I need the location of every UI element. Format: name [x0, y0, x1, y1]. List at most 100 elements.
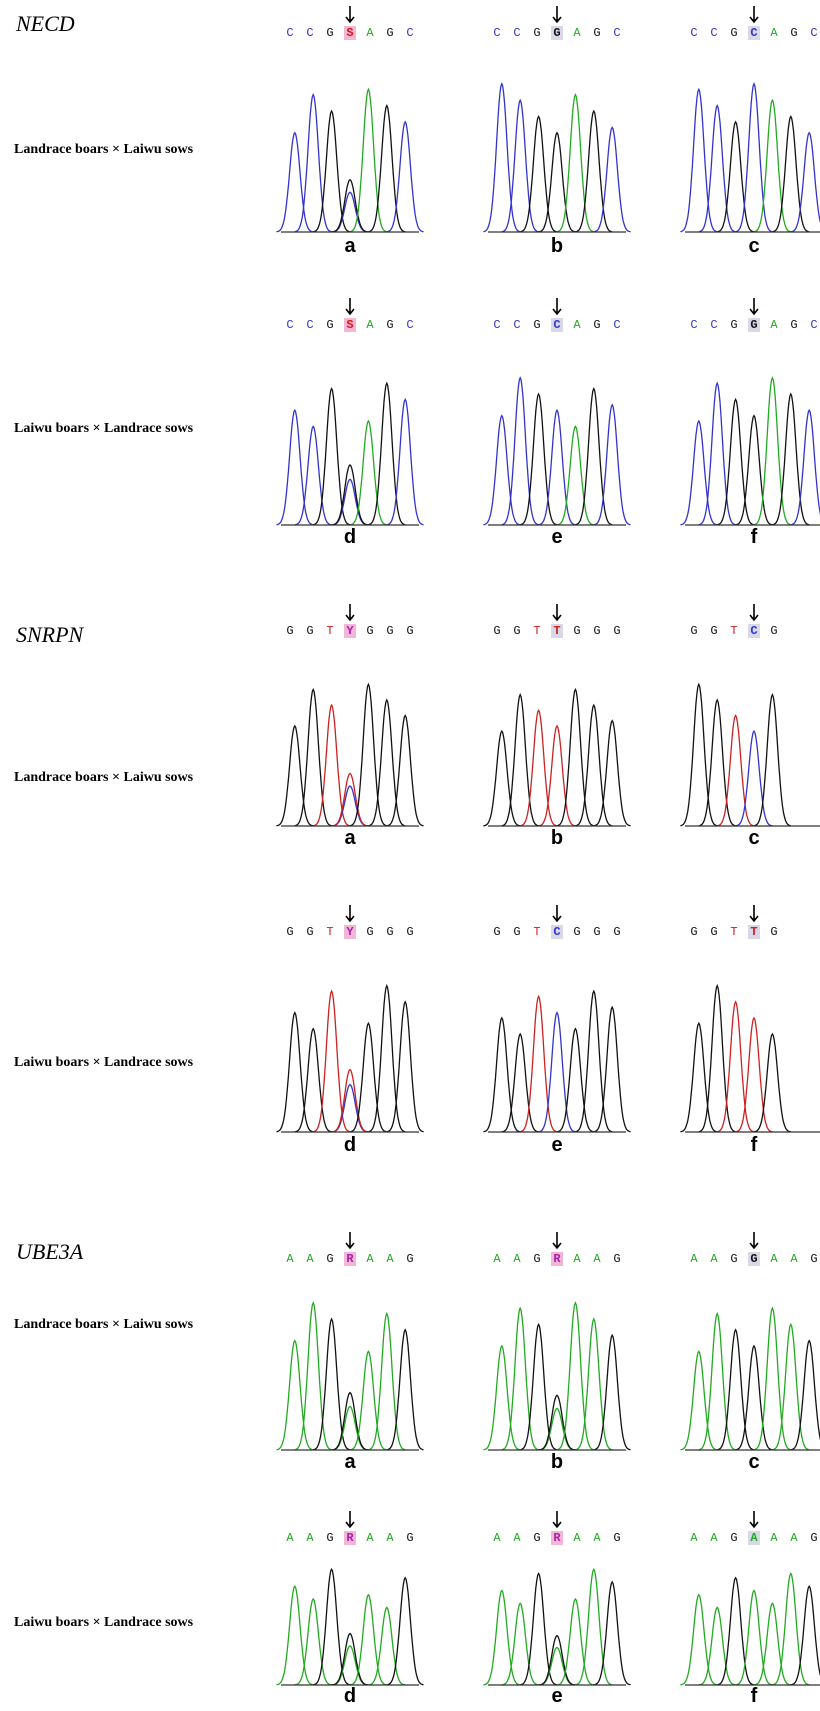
cross-label: Laiwu boars × Landrace sows [14, 1055, 194, 1070]
base-letter: A [286, 1531, 294, 1545]
site-arrow [750, 298, 758, 314]
base-letter: C [493, 318, 500, 332]
site-arrow [553, 298, 561, 314]
base-letter: G [690, 925, 697, 939]
base-letter: A [366, 318, 374, 332]
panel-label: d [344, 1134, 356, 1156]
chromatogram-panel: AAGGAAGc [680, 1232, 820, 1473]
base-letter: A [573, 318, 581, 332]
base-letter: G [366, 624, 373, 638]
base-letter: A [710, 1531, 718, 1545]
site-arrow [346, 1232, 354, 1248]
panel-label: c [748, 235, 759, 257]
chromatogram-panel: CCGGAGCb [483, 6, 630, 257]
base-letter: A [366, 1531, 374, 1545]
base-letter: G [810, 1252, 817, 1266]
base-letter: G [326, 26, 333, 40]
base-letter: G [326, 318, 333, 332]
base-letter: A [770, 1252, 778, 1266]
base-letter: G [386, 624, 393, 638]
base-letter: G [533, 1252, 540, 1266]
gene-name: SNRPN [16, 622, 85, 647]
base-letter: A [690, 1531, 698, 1545]
base-letter: G [593, 26, 600, 40]
base-letter: G [613, 925, 620, 939]
base-letter: A [493, 1252, 501, 1266]
base-letter: G [406, 624, 413, 638]
chromatogram-peak [332, 192, 369, 232]
chromatogram-peak [387, 1578, 424, 1685]
base-letter: G [730, 1531, 737, 1545]
base-letter: T [730, 925, 737, 939]
panel-label: b [551, 1451, 563, 1473]
cross-label: Laiwu boars × Landrace sows [14, 1615, 194, 1630]
base-letter: G [613, 624, 620, 638]
panel-label: f [751, 526, 758, 548]
base-letter: R [553, 1531, 561, 1545]
base-letter: A [770, 26, 778, 40]
chromatogram-peak [332, 1646, 369, 1685]
base-letter: A [750, 1531, 758, 1545]
base-letter: G [306, 624, 313, 638]
figure: NECDLandrace boars × Laiwu sowsCCGSAGCaC… [0, 0, 820, 1711]
base-letter: G [613, 1252, 620, 1266]
chromatogram-peak [332, 1406, 369, 1450]
chromatogram-peak [332, 786, 369, 826]
chromatogram-peak [539, 1648, 576, 1685]
chromatogram-panel: GGTCGGGe [483, 905, 630, 1156]
base-letter: C [750, 26, 757, 40]
base-letter: G [573, 925, 580, 939]
gene-name: UBE3A [16, 1239, 84, 1264]
chromatogram-peak [754, 1034, 791, 1132]
base-letter: G [750, 318, 757, 332]
chromatogram-peak [539, 1408, 576, 1450]
chromatogram-peak [387, 122, 424, 232]
base-letter: S [346, 26, 353, 40]
base-letter: G [406, 925, 413, 939]
chromatogram-peak [332, 1634, 369, 1685]
chromatogram-peak [387, 399, 424, 524]
chromatogram-peak [313, 1319, 350, 1450]
base-letter: G [730, 26, 737, 40]
chromatogram-peak [332, 465, 369, 525]
panel-label: d [344, 526, 356, 548]
chromatogram-peak [332, 479, 369, 525]
base-letter: G [386, 26, 393, 40]
site-arrow [553, 1232, 561, 1248]
panel-label: e [551, 1685, 562, 1707]
chromatogram-peak [313, 111, 350, 232]
panel-label: a [344, 235, 356, 257]
base-letter: G [790, 26, 797, 40]
base-letter: T [553, 624, 560, 638]
base-letter: A [710, 1252, 718, 1266]
base-letter: G [593, 925, 600, 939]
base-letter: A [493, 1531, 501, 1545]
base-letter: G [533, 318, 540, 332]
site-arrow [346, 6, 354, 22]
base-letter: G [533, 26, 540, 40]
base-letter: C [306, 318, 313, 332]
base-letter: A [593, 1252, 601, 1266]
base-letter: C [690, 26, 697, 40]
base-letter: G [710, 925, 717, 939]
chromatogram-peak [520, 1324, 557, 1449]
base-letter: G [573, 624, 580, 638]
base-letter: G [493, 624, 500, 638]
chromatogram-panel: GGTTGGGb [483, 604, 630, 849]
chromatogram-peak [387, 1002, 424, 1132]
base-letter: C [513, 26, 520, 40]
base-letter: G [690, 624, 697, 638]
panel-label: f [751, 1685, 758, 1707]
base-letter: G [326, 1531, 333, 1545]
chromatogram-panel: AAGAAAGf [680, 1511, 820, 1707]
site-arrow [553, 1511, 561, 1527]
base-letter: T [326, 624, 333, 638]
base-letter: A [573, 1252, 581, 1266]
base-letter: T [533, 925, 540, 939]
base-letter: C [810, 318, 817, 332]
